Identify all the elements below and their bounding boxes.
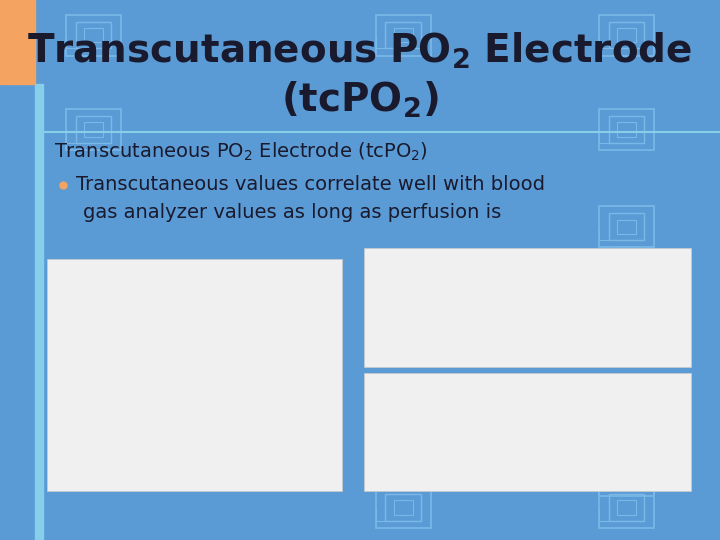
Bar xyxy=(364,248,691,367)
Bar xyxy=(608,213,644,240)
Bar xyxy=(617,501,636,515)
Bar xyxy=(617,220,636,234)
Bar xyxy=(394,501,413,515)
Bar xyxy=(617,328,636,342)
Bar xyxy=(376,15,431,56)
Bar xyxy=(376,487,431,528)
Bar xyxy=(66,109,121,150)
Bar xyxy=(608,22,644,49)
Bar xyxy=(608,494,644,521)
Bar xyxy=(608,462,644,489)
Bar xyxy=(608,321,644,348)
Bar xyxy=(0,0,35,84)
Bar xyxy=(599,455,654,496)
Bar xyxy=(47,259,342,491)
Text: $\mathbf{Transcutaneous\ PO_2\ Electrode}$: $\mathbf{Transcutaneous\ PO_2\ Electrode… xyxy=(27,31,693,71)
Text: gas analyzer values as long as perfusion is: gas analyzer values as long as perfusion… xyxy=(83,203,501,222)
Bar xyxy=(394,28,413,42)
Bar xyxy=(599,15,654,56)
Text: Transcutaneous PO$_2$ Electrode (tcPO$_2$): Transcutaneous PO$_2$ Electrode (tcPO$_2… xyxy=(54,141,428,164)
Bar xyxy=(599,109,654,150)
Bar xyxy=(599,487,654,528)
Bar xyxy=(84,123,103,137)
Bar xyxy=(84,28,103,42)
Text: $\mathbf{(tcPO_2)}$: $\mathbf{(tcPO_2)}$ xyxy=(281,80,439,120)
Bar xyxy=(35,84,43,540)
Bar xyxy=(617,468,636,482)
Bar xyxy=(385,22,421,49)
Bar xyxy=(617,28,636,42)
Bar xyxy=(76,116,112,143)
Bar xyxy=(364,373,691,491)
Bar xyxy=(76,22,112,49)
Bar xyxy=(599,206,654,247)
Bar xyxy=(599,314,654,355)
Bar xyxy=(385,494,421,521)
Bar xyxy=(66,15,121,56)
Text: Transcutaneous values correlate well with blood: Transcutaneous values correlate well wit… xyxy=(76,175,544,194)
Bar xyxy=(608,116,644,143)
Bar xyxy=(617,123,636,137)
